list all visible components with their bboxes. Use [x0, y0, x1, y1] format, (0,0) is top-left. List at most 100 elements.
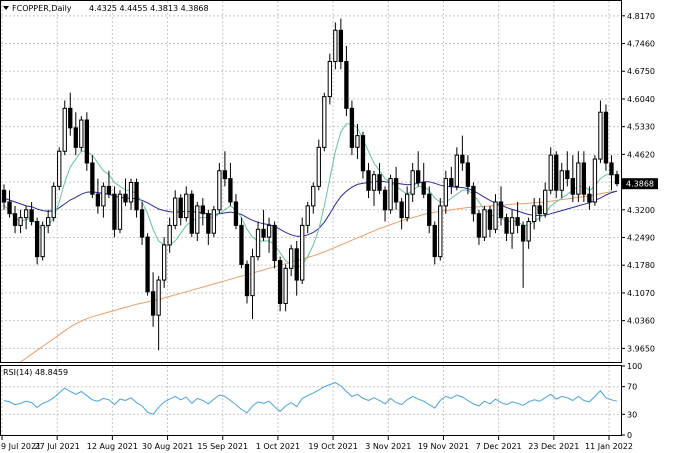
candle-bear — [487, 209, 493, 230]
candle-bear — [338, 29, 344, 62]
candle-bull — [438, 205, 443, 258]
price-tick-label: 4.7460 — [627, 40, 655, 49]
price-tick-label: 4.2490 — [627, 234, 655, 243]
candle-bear — [449, 178, 454, 187]
candle-bull — [101, 185, 106, 207]
rsi-tick-label: 0 — [627, 431, 632, 440]
time-tick-label: 12 Aug 2021 — [87, 442, 138, 451]
candle-bear — [206, 213, 211, 234]
candle-bear — [233, 201, 239, 226]
candle-bull — [526, 221, 531, 242]
candle-bull — [454, 154, 460, 187]
candle-bear — [581, 162, 587, 195]
candle-bear — [189, 193, 194, 234]
candle-bull — [184, 193, 189, 219]
time-tick-label: 15 Sep 2021 — [197, 442, 248, 451]
candle-bear — [294, 248, 299, 281]
candle-bull — [305, 205, 310, 226]
candle-bear — [570, 178, 575, 195]
price-axis: 4.81704.74604.67504.60404.53304.46204.39… — [621, 12, 655, 353]
candle-bear — [421, 181, 426, 195]
candle-bull — [482, 209, 487, 238]
candle-bear — [614, 174, 620, 185]
candle-bear — [382, 189, 388, 211]
price-tick-label: 4.8170 — [627, 12, 655, 21]
candle-bear — [377, 174, 382, 191]
candle-bear — [465, 162, 471, 187]
candle-bull — [283, 267, 288, 304]
candle-bull — [532, 205, 537, 223]
time-tick-label: 27 Jul 2021 — [35, 442, 80, 451]
candle-bear — [476, 213, 482, 238]
candle-bear — [504, 217, 509, 234]
candle-bull — [23, 209, 29, 219]
ohlc-values: 4.4325 4.4455 4.3813 4.3868 — [89, 4, 209, 13]
candle-bull — [548, 154, 553, 191]
dropdown-triangle-icon[interactable] — [3, 6, 9, 10]
candle-bull — [404, 193, 410, 219]
candle-bear — [349, 107, 355, 148]
candle-bear — [90, 162, 95, 195]
symbol-label: FCOPPER,Daily — [12, 4, 72, 13]
time-tick-label: 9 Jul 2021 — [1, 442, 41, 451]
candle-bear — [29, 209, 34, 223]
ma-mid-line — [3, 180, 618, 237]
candle-bull — [156, 279, 161, 316]
candle-bear — [460, 154, 465, 164]
rsi-pane[interactable]: RSI(14) 48.8459 — [0, 365, 622, 436]
rsi-line — [3, 382, 618, 415]
rsi-tick-label: 100 — [627, 362, 642, 371]
price-pane[interactable] — [0, 0, 622, 363]
candle-bear — [150, 291, 156, 316]
candle-bear — [222, 170, 228, 180]
candle-bear — [520, 224, 526, 242]
candle-bull — [289, 248, 294, 269]
rsi-tick-label: 70 — [627, 383, 637, 392]
rsi-grid — [1, 366, 621, 435]
price-tick-label: 4.4620 — [627, 150, 655, 159]
candle-bear — [134, 181, 139, 211]
rsi-label: RSI(14) 48.8459 — [3, 368, 68, 377]
candle-bull — [51, 185, 56, 219]
candle-bear — [554, 154, 559, 191]
candle-bear — [565, 170, 570, 180]
ma-fast-line — [3, 123, 617, 269]
last-price-box — [622, 178, 658, 190]
candle-bull — [592, 158, 598, 203]
candle-bear — [139, 209, 145, 238]
candle-bear — [95, 193, 101, 207]
candle-bull — [327, 60, 332, 98]
price-tick-label: 4.5330 — [627, 123, 655, 132]
rsi-series — [3, 382, 618, 415]
candle-bull — [211, 209, 217, 234]
time-tick-label: 11 Jan 2022 — [585, 442, 633, 451]
candle-bear — [68, 107, 73, 129]
candlestick-series — [1, 18, 620, 351]
candle-bear — [123, 193, 128, 203]
candle-bull — [40, 224, 45, 258]
candle-bear — [537, 205, 542, 215]
price-tick-label: 4.0360 — [627, 317, 655, 326]
price-tick-label: 4.1780 — [627, 261, 655, 270]
candle-bull — [128, 181, 134, 203]
candle-bear — [145, 236, 150, 293]
time-tick-label: 1 Oct 2021 — [256, 442, 300, 451]
price-pane-frame — [0, 0, 622, 363]
time-tick-label: 30 Aug 2021 — [142, 442, 193, 451]
candle-bear — [261, 228, 266, 238]
candle-bear — [344, 60, 349, 109]
candle-bull — [62, 107, 67, 152]
candle-bear — [603, 111, 609, 164]
candle-bull — [316, 146, 321, 187]
price-tick-label: 4.6750 — [627, 67, 655, 76]
candle-bull — [543, 189, 548, 215]
candle-bull — [300, 224, 305, 281]
candle-bull — [57, 150, 62, 187]
candle-bear — [360, 135, 366, 172]
candle-bear — [73, 127, 78, 148]
candle-bull — [443, 178, 448, 207]
candle-bull — [559, 170, 564, 191]
candle-bull — [255, 228, 261, 258]
